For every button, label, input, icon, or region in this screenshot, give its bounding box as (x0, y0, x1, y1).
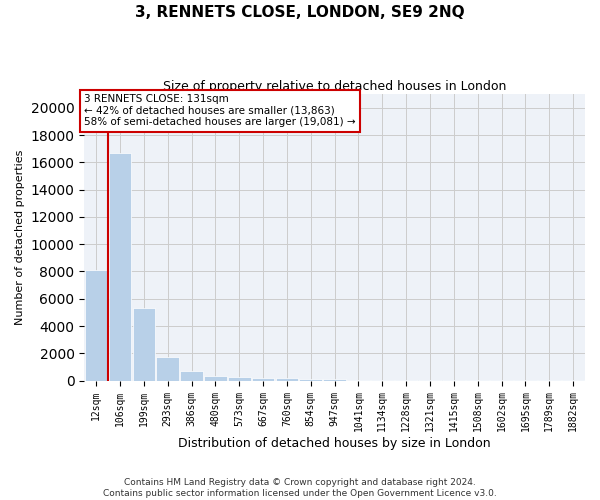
Text: 3 RENNETS CLOSE: 131sqm
← 42% of detached houses are smaller (13,863)
58% of sem: 3 RENNETS CLOSE: 131sqm ← 42% of detache… (84, 94, 356, 128)
X-axis label: Distribution of detached houses by size in London: Distribution of detached houses by size … (178, 437, 491, 450)
Title: Size of property relative to detached houses in London: Size of property relative to detached ho… (163, 80, 506, 93)
Bar (133, 308, 155, 380)
Bar (85, 270, 107, 380)
Y-axis label: Number of detached properties: Number of detached properties (15, 150, 25, 325)
Bar (299, 379, 322, 380)
Bar (109, 153, 131, 380)
Text: 3, RENNETS CLOSE, LONDON, SE9 2NQ: 3, RENNETS CLOSE, LONDON, SE9 2NQ (135, 5, 465, 20)
Bar (252, 378, 274, 380)
Bar (275, 378, 298, 380)
Bar (204, 376, 227, 380)
Bar (323, 379, 346, 380)
Bar (180, 372, 203, 380)
Bar (228, 376, 251, 380)
Bar (157, 356, 179, 380)
Text: Contains HM Land Registry data © Crown copyright and database right 2024.
Contai: Contains HM Land Registry data © Crown c… (103, 478, 497, 498)
